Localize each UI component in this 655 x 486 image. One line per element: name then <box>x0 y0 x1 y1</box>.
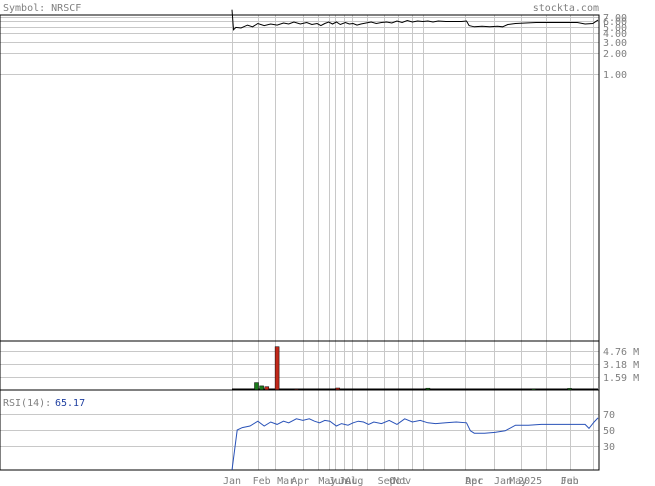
price-tick-label: 6.00 <box>603 17 627 28</box>
volume-tick-label: 3.18 M <box>603 360 639 371</box>
price-tick-label: 7.00 <box>603 13 627 24</box>
x-tick-label: Apr <box>465 476 483 486</box>
price-tick-label: 2.00 <box>603 49 627 60</box>
volume-bar <box>259 385 264 391</box>
volume-axis: 4.76 M 3.18 M 1.59 M <box>603 347 639 384</box>
volume-tick-label: 1.59 M <box>603 373 639 384</box>
rsi-axis: 70 50 30 <box>603 410 615 453</box>
x-tick-label: Jan <box>223 476 241 486</box>
rsi-grid <box>0 414 599 447</box>
x-tick-label: Feb <box>253 476 271 486</box>
rsi-label: RSI(14): <box>3 398 51 409</box>
x-tick-label: Jun <box>329 476 347 486</box>
x-tick-label: Jun <box>561 476 579 486</box>
rsi-tick-label: 30 <box>603 442 615 453</box>
volume-bar <box>254 382 259 391</box>
x-tick-label: Feb <box>561 476 579 486</box>
price-tick-label: 1.00 <box>603 70 627 81</box>
x-tick-label: Nov <box>393 476 411 486</box>
x-tick-label: Apr <box>291 476 309 486</box>
x-tick-label: Mar <box>277 476 295 486</box>
rsi-line <box>231 417 599 471</box>
price-tick-label: 4.00 <box>603 29 627 40</box>
rsi-vertical-grid <box>232 390 594 470</box>
price-axis: 7.006.005.004.003.002.00 1.00 <box>603 13 627 81</box>
volume-grid <box>0 351 599 378</box>
price-tick-label: 3.00 <box>603 38 627 49</box>
rsi-panel: RSI(14): 65.17 70 50 30 <box>0 389 615 471</box>
price-vertical-grid <box>232 15 594 341</box>
x-tick-label: Jul <box>339 476 357 486</box>
x-tick-label: Aug <box>345 476 363 486</box>
volume-vertical-grid <box>232 341 594 390</box>
price-line <box>231 9 599 31</box>
price-tick-label: 5.00 <box>603 23 627 34</box>
rsi-value: 65.17 <box>55 398 85 409</box>
source-label: stockta.com <box>533 3 599 14</box>
x-tick-label: May <box>318 476 336 486</box>
symbol-label: Symbol: NRSCF <box>3 3 81 14</box>
x-tick-label: Sep <box>378 476 396 486</box>
volume-tick-label: 4.76 M <box>603 347 639 358</box>
x-tick-label: Dec <box>465 476 483 486</box>
price-grid <box>0 17 599 75</box>
rsi-frame <box>0 389 600 471</box>
x-tick-label: Jan 2025 <box>494 476 542 486</box>
volume-panel: 4.76 M 3.18 M 1.59 M <box>0 340 639 391</box>
x-tick-label: Oct <box>389 476 407 486</box>
price-panel: 7.006.005.004.003.002.00 1.00 <box>0 9 627 342</box>
x-tick-label: May <box>509 476 527 486</box>
volume-bar <box>274 346 280 391</box>
rsi-tick-label: 50 <box>603 426 615 437</box>
rsi-tick-label: 70 <box>603 410 615 421</box>
